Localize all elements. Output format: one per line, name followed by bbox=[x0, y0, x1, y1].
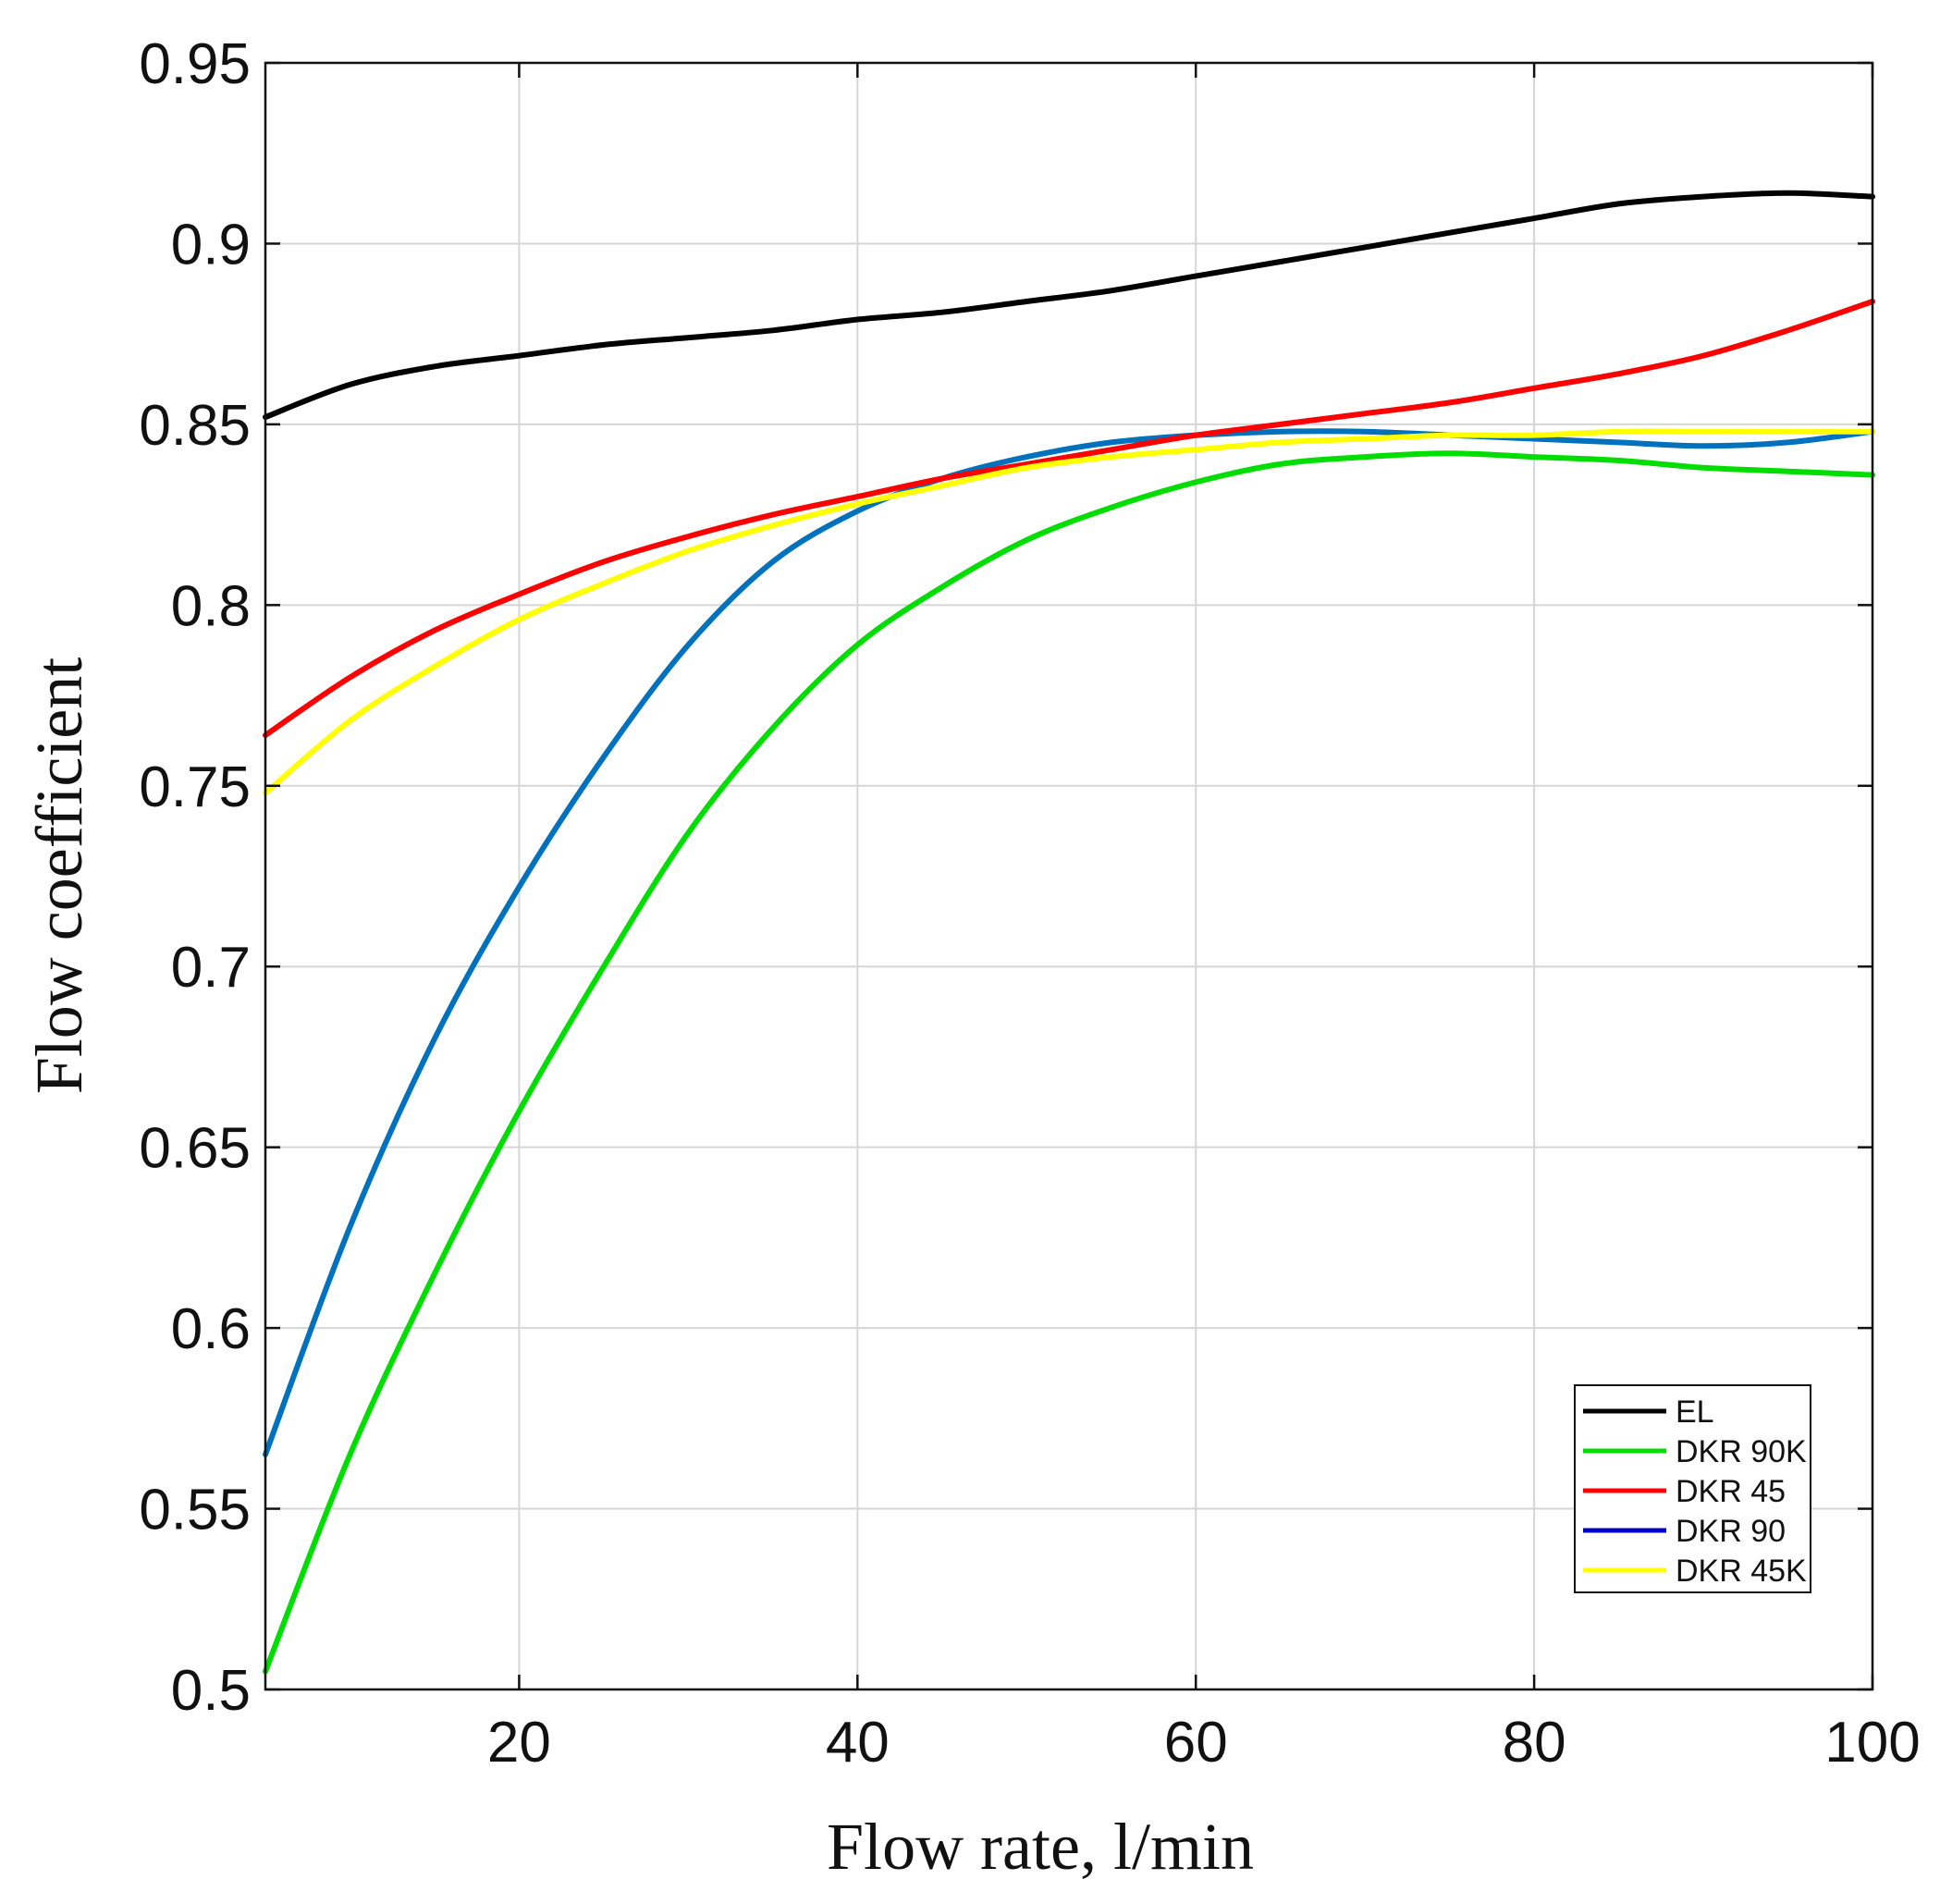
x-tick-label: 80 bbox=[1503, 1711, 1566, 1775]
x-tick-label: 40 bbox=[826, 1711, 890, 1775]
y-tick-label: 0.6 bbox=[171, 1297, 251, 1361]
y-tick-label: 0.95 bbox=[139, 32, 251, 96]
series-line-dkr-45k bbox=[263, 428, 1875, 796]
y-tick-label: 0.7 bbox=[171, 936, 251, 1000]
legend-label-dkr-90: DKR 90 bbox=[1676, 1514, 1786, 1549]
series-line-dkr-45 bbox=[263, 299, 1875, 739]
y-tick-label: 0.85 bbox=[139, 394, 251, 458]
y-tick-label: 0.65 bbox=[139, 1117, 251, 1181]
legend: EL DKR 90K DKR 45 DKR 90 DKR 45K bbox=[1574, 1384, 1811, 1593]
y-tick-label: 0.75 bbox=[139, 755, 251, 819]
x-tick-label: 100 bbox=[1824, 1711, 1920, 1775]
y-tick-label: 0.9 bbox=[171, 213, 251, 276]
legend-label-el: EL bbox=[1676, 1394, 1714, 1430]
y-tick-label: 0.8 bbox=[171, 574, 251, 638]
series-lines bbox=[263, 190, 1875, 1675]
axis-ticks: 20 40 60 80 100 0.5 0.55 0.6 0.65 0.7 0.75 0.8 0.85 0… bbox=[139, 32, 1920, 1775]
y-tick-label: 0.5 bbox=[171, 1659, 251, 1723]
x-tick-label: 20 bbox=[487, 1711, 551, 1775]
x-tick-label: 60 bbox=[1164, 1711, 1228, 1775]
y-axis-title: Flow coefficient bbox=[22, 657, 96, 1095]
series-line-el bbox=[263, 190, 1875, 421]
legend-label-dkr-45k: DKR 45K bbox=[1676, 1554, 1807, 1589]
plot-frame bbox=[264, 61, 1874, 1691]
series-line-dkr-90k bbox=[263, 450, 1875, 1675]
x-axis-title: Flow rate, l/min bbox=[827, 1810, 1254, 1884]
series-line-dkr-90 bbox=[263, 428, 1875, 1457]
y-tick-label: 0.55 bbox=[139, 1479, 251, 1542]
legend-label-dkr-90k: DKR 90K bbox=[1676, 1434, 1807, 1469]
legend-label-dkr-45: DKR 45 bbox=[1676, 1474, 1786, 1509]
legend-items: EL DKR 90K DKR 45 DKR 90 DKR 45K bbox=[1583, 1394, 1807, 1589]
